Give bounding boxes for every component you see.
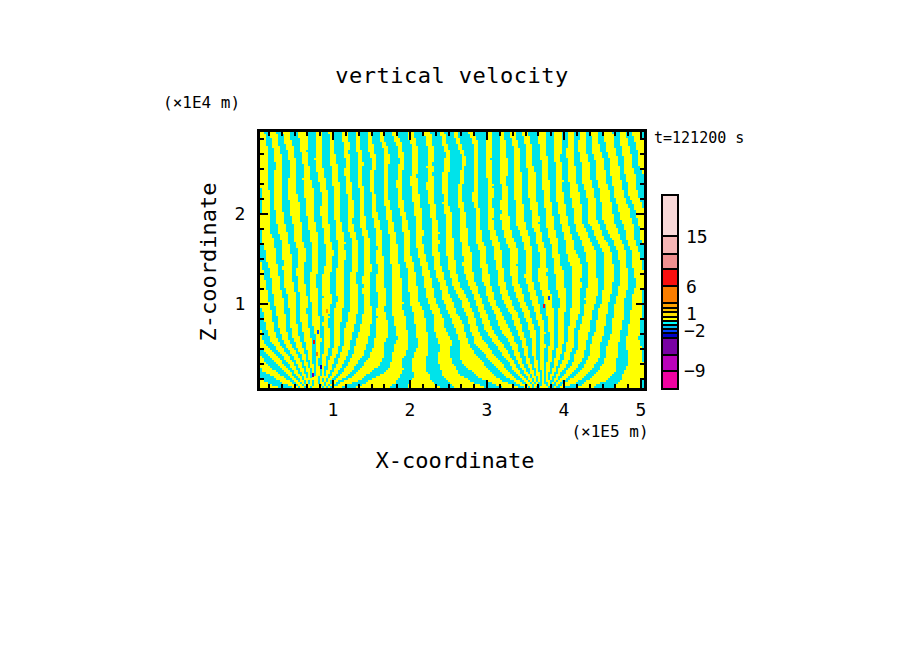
x-tick-label-1: 1 — [328, 401, 339, 419]
colorbar-segment — [663, 334, 677, 337]
colorbar-segment — [663, 287, 677, 302]
colorbar-segment — [663, 237, 677, 253]
x-tick-label-2: 2 — [405, 401, 416, 419]
x-tick-label-5: 5 — [636, 401, 647, 419]
colorbar-label-neg9: −9 — [684, 362, 706, 380]
colorbar-segment — [663, 372, 677, 388]
heatmap-canvas — [260, 132, 644, 388]
time-annotation: t=121200 s — [654, 131, 744, 146]
colorbar-segment — [663, 255, 677, 268]
x-tick-label-4: 4 — [559, 401, 570, 419]
plot-area — [257, 129, 647, 391]
colorbar-segment — [663, 313, 677, 316]
colorbar-segment — [663, 330, 677, 332]
y-tick-label-2: 2 — [235, 205, 246, 223]
colorbar-segment — [663, 304, 677, 307]
x-tick-label-3: 3 — [482, 401, 493, 419]
colorbar-label-neg2: −2 — [684, 322, 706, 340]
colorbar-segment — [663, 339, 677, 354]
colorbar-segment — [663, 196, 677, 235]
x-axis-units-label: (×1E5 m) — [571, 424, 648, 440]
colorbar-segment — [663, 326, 677, 328]
colorbar-label-6: 6 — [686, 278, 697, 296]
colorbar-segment — [663, 270, 677, 285]
colorbar-segment — [663, 356, 677, 370]
colorbar — [661, 194, 679, 390]
y-tick-label-1: 1 — [235, 295, 246, 313]
y-axis-units-label: (×1E4 m) — [163, 95, 240, 111]
chart-title: vertical velocity — [335, 65, 569, 87]
colorbar-segment — [663, 309, 677, 311]
colorbar-label-15: 15 — [686, 228, 708, 246]
y-axis-title: Z-coordinate — [198, 183, 220, 342]
colorbar-segment — [663, 322, 677, 324]
x-axis-title: X-coordinate — [376, 450, 535, 472]
colorbar-segment — [663, 318, 677, 320]
figure: vertical velocity (×1E4 m) t=121200 s Z-… — [0, 0, 904, 654]
